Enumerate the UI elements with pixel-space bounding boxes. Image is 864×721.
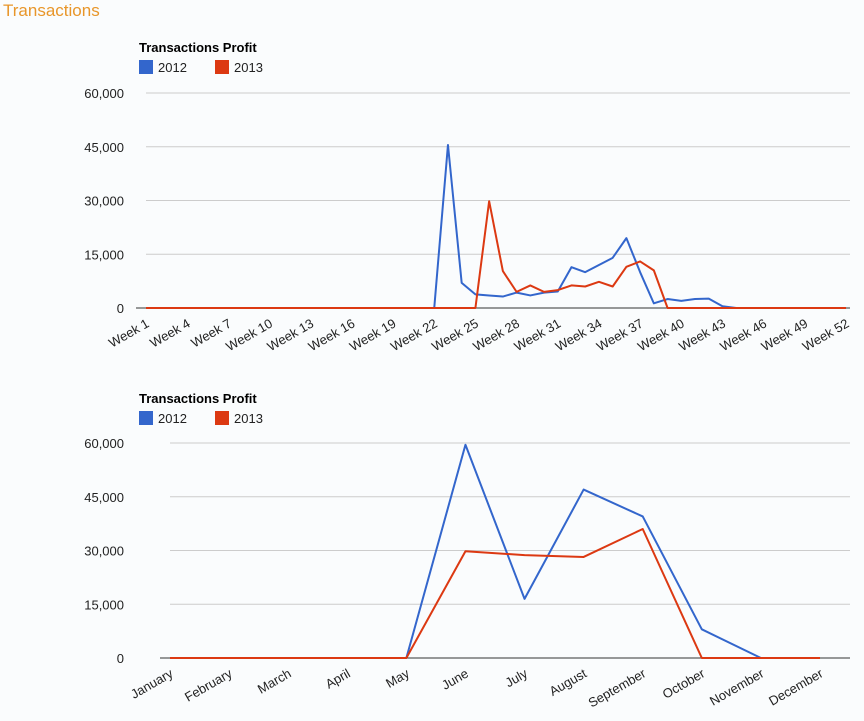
x-tick-label: January [128, 665, 176, 701]
monthly-profit-chart: Transactions Profit 2012 2013 0 15,000 30,000… [84, 391, 850, 710]
series-line-2013 [170, 528, 820, 659]
legend-swatch-2012 [139, 411, 153, 425]
x-tick-label: Week 4 [147, 316, 192, 351]
x-tick-label: Week 25 [429, 316, 481, 355]
y-tick-label: 30,000 [84, 194, 124, 209]
weekly-profit-chart: Transactions Profit 2012 2013 0 15,000 30,000… [84, 40, 852, 355]
x-tick-label: August [547, 665, 590, 698]
legend-label-2013: 2013 [234, 60, 263, 75]
legend-swatch-2013 [215, 60, 229, 74]
x-tick-label: June [439, 666, 471, 693]
x-tick-label: April [323, 666, 353, 692]
y-tick-label: 0 [117, 651, 124, 666]
series-line-2013 [146, 200, 846, 309]
y-tick-label: 60,000 [84, 86, 124, 101]
x-tick-label: Week 10 [223, 316, 275, 355]
x-tick-label: Week 34 [553, 316, 605, 355]
y-tick-label: 45,000 [84, 490, 124, 505]
x-tick-label: Week 49 [759, 316, 811, 355]
x-tick-label: Week 28 [470, 316, 522, 355]
legend-label-2012: 2012 [158, 60, 187, 75]
y-tick-label: 15,000 [84, 597, 124, 612]
legend-label-2012: 2012 [158, 411, 187, 426]
x-tick-label: Week 31 [512, 316, 564, 355]
x-tick-label: February [182, 665, 235, 704]
x-tick-label: Week 19 [347, 316, 399, 355]
x-tick-label: November [707, 665, 767, 708]
x-tick-label: Week 40 [635, 316, 687, 355]
series-line-2012 [146, 143, 846, 309]
y-tick-label: 60,000 [84, 436, 124, 451]
series-line-2012 [170, 443, 820, 659]
legend-swatch-2013 [215, 411, 229, 425]
x-tick-label: September [586, 665, 649, 710]
x-tick-label: Week 46 [717, 316, 769, 355]
page-title: Transactions [3, 1, 100, 20]
x-tick-label: May [383, 665, 412, 691]
x-tick-label: Week 43 [676, 316, 728, 355]
x-tick-label: Week 16 [306, 316, 358, 355]
x-tick-label: December [766, 665, 826, 708]
chart-title: Transactions Profit [139, 391, 257, 406]
x-tick-label: March [255, 666, 294, 697]
x-tick-label: Week 22 [388, 316, 440, 355]
y-tick-label: 45,000 [84, 140, 124, 155]
y-tick-label: 15,000 [84, 247, 124, 262]
legend-label-2013: 2013 [234, 411, 263, 426]
x-tick-label: October [660, 665, 708, 701]
x-tick-label: July [503, 665, 531, 690]
x-tick-label: Week 13 [264, 316, 316, 355]
x-tick-label: Week 1 [106, 316, 151, 351]
x-tick-label: Week 37 [594, 316, 646, 355]
legend-swatch-2012 [139, 60, 153, 74]
x-tick-label: Week 52 [800, 316, 852, 355]
y-tick-label: 0 [117, 301, 124, 316]
chart-title: Transactions Profit [139, 40, 257, 55]
y-tick-label: 30,000 [84, 544, 124, 559]
